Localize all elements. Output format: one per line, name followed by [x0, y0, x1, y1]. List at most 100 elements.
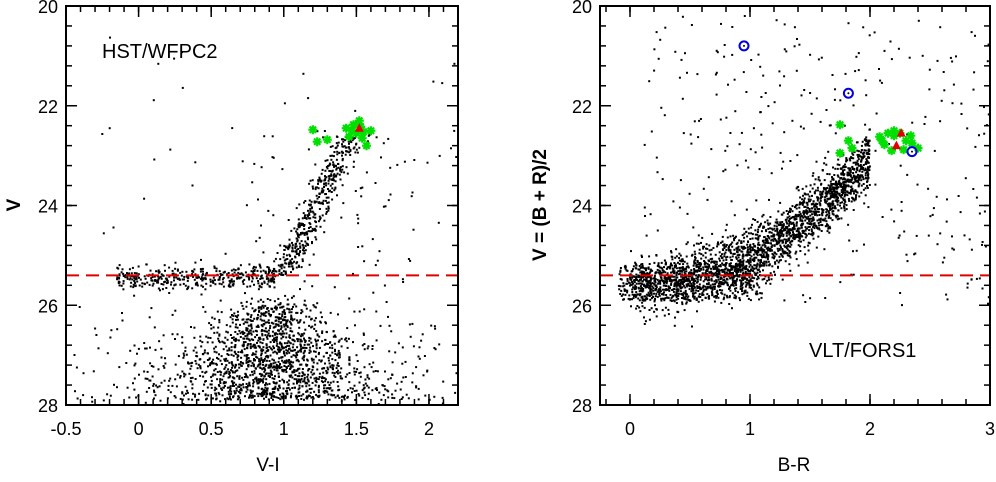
field-star-point — [819, 219, 822, 222]
field-star-point — [750, 255, 753, 258]
field-star-point — [660, 279, 663, 282]
field-star-point — [818, 218, 821, 221]
field-star-point — [622, 293, 625, 296]
field-star-point — [346, 150, 349, 153]
field-star-point — [276, 387, 279, 390]
field-star-point — [295, 351, 298, 354]
field-star-point — [333, 175, 336, 178]
field-star-point — [746, 249, 749, 252]
field-star-point — [259, 298, 262, 301]
field-star-point — [306, 343, 309, 346]
field-star-point — [218, 276, 221, 278]
field-star-point — [828, 214, 831, 217]
field-star-point — [831, 178, 834, 181]
field-star-point — [371, 345, 374, 347]
field-star-point — [302, 346, 305, 349]
field-star-point — [817, 235, 820, 238]
field-star-point — [854, 196, 857, 199]
field-star-point — [229, 325, 232, 328]
field-star-point — [727, 275, 730, 278]
field-star-point — [220, 355, 223, 358]
field-star-point — [274, 270, 277, 273]
field-star-point — [455, 156, 458, 158]
field-star-point — [246, 285, 249, 288]
field-star-point — [298, 375, 301, 378]
field-star-point — [762, 213, 765, 216]
field-star-point — [743, 232, 746, 235]
field-star-point — [323, 343, 326, 346]
field-star-point — [194, 261, 197, 264]
field-star-point — [815, 206, 818, 209]
field-star-point — [234, 339, 237, 342]
field-star-point — [278, 313, 281, 315]
field-star-point — [705, 276, 708, 279]
field-star-point — [811, 187, 814, 190]
field-star-point — [707, 276, 710, 279]
field-star-point — [286, 307, 289, 310]
field-star-point — [818, 228, 821, 231]
field-star-point — [285, 332, 288, 335]
field-star-point — [256, 356, 259, 359]
field-star-point — [840, 182, 843, 185]
field-star-point — [792, 231, 794, 234]
field-star-point — [194, 393, 197, 396]
field-star-point — [379, 324, 382, 327]
field-star-point — [767, 236, 770, 239]
field-star-point — [174, 363, 177, 366]
field-star-point — [319, 218, 321, 221]
field-star-point — [303, 299, 306, 302]
field-star-point — [277, 372, 280, 375]
field-star-point — [820, 195, 823, 198]
field-star-point — [199, 335, 202, 338]
field-star-point — [745, 284, 748, 286]
field-star-point — [848, 174, 851, 176]
field-star-point — [170, 281, 173, 284]
field-star-point — [171, 269, 174, 272]
field-star-point — [729, 269, 732, 272]
field-star-point — [318, 372, 321, 375]
field-star-point — [339, 371, 342, 374]
field-star-point — [714, 253, 717, 256]
field-star-point — [650, 297, 653, 300]
field-star-point — [273, 280, 275, 283]
field-star-point — [273, 365, 276, 368]
field-star-point — [309, 230, 312, 233]
field-star-point — [283, 332, 285, 335]
field-star-point — [746, 235, 749, 238]
field-star-point — [279, 306, 282, 309]
field-star-point — [850, 181, 853, 184]
field-star-point — [783, 244, 786, 247]
field-star-point — [649, 271, 651, 274]
field-star-point — [299, 233, 302, 236]
field-star-point — [779, 239, 782, 242]
green-star-marker — [341, 123, 351, 133]
field-star-point — [201, 267, 204, 270]
field-star-point — [337, 141, 340, 144]
field-star-point — [324, 380, 327, 383]
field-star-point — [242, 341, 245, 344]
field-star-point — [265, 392, 268, 395]
field-star-point — [287, 219, 290, 221]
field-star-point — [653, 300, 656, 303]
field-star-point — [655, 254, 658, 256]
field-star-point — [780, 230, 783, 233]
field-star-point — [303, 346, 306, 349]
field-star-point — [272, 272, 275, 275]
field-star-point — [236, 398, 239, 401]
field-star-point — [295, 305, 298, 308]
green-star-marker — [351, 128, 361, 138]
field-star-point — [825, 163, 828, 166]
field-star-point — [806, 222, 809, 225]
field-star-point — [322, 377, 325, 379]
field-star-point — [230, 362, 233, 365]
field-star-point — [770, 278, 773, 281]
field-star-point — [181, 370, 184, 373]
field-star-point — [362, 333, 365, 336]
field-star-point — [289, 396, 292, 399]
field-star-point — [637, 280, 640, 283]
field-star-point — [708, 264, 711, 267]
field-star-point — [252, 338, 255, 341]
field-star-point — [270, 321, 273, 324]
field-star-point — [295, 245, 298, 248]
